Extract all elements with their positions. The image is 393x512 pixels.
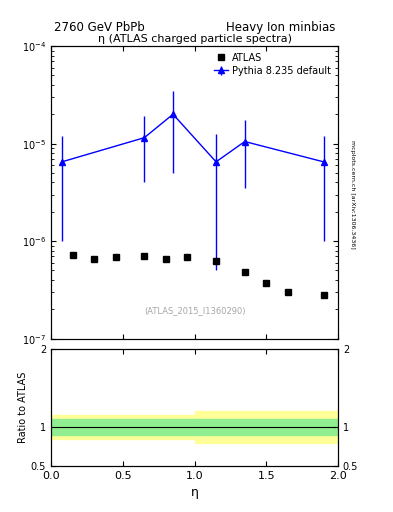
Text: 2760 GeV PbPb: 2760 GeV PbPb (54, 22, 145, 34)
ATLAS (321, 292, 326, 298)
Line: ATLAS: ATLAS (70, 252, 327, 298)
ATLAS (242, 269, 247, 275)
ATLAS (285, 289, 290, 295)
ATLAS (92, 257, 97, 263)
ATLAS (264, 280, 269, 286)
Title: η (ATLAS charged particle spectra): η (ATLAS charged particle spectra) (97, 34, 292, 44)
ATLAS (163, 257, 168, 263)
Text: Heavy Ion minbias: Heavy Ion minbias (226, 22, 335, 34)
Y-axis label: Ratio to ATLAS: Ratio to ATLAS (18, 372, 28, 443)
ATLAS (214, 258, 219, 264)
Text: mcplots.cern.ch [arXiv:1306.3436]: mcplots.cern.ch [arXiv:1306.3436] (350, 140, 355, 249)
ATLAS (142, 253, 147, 259)
ATLAS (113, 254, 118, 261)
X-axis label: η: η (191, 486, 198, 499)
ATLAS (185, 254, 190, 260)
ATLAS (70, 252, 75, 258)
Legend: ATLAS, Pythia 8.235 default: ATLAS, Pythia 8.235 default (212, 51, 333, 78)
Text: (ATLAS_2015_I1360290): (ATLAS_2015_I1360290) (144, 306, 245, 315)
